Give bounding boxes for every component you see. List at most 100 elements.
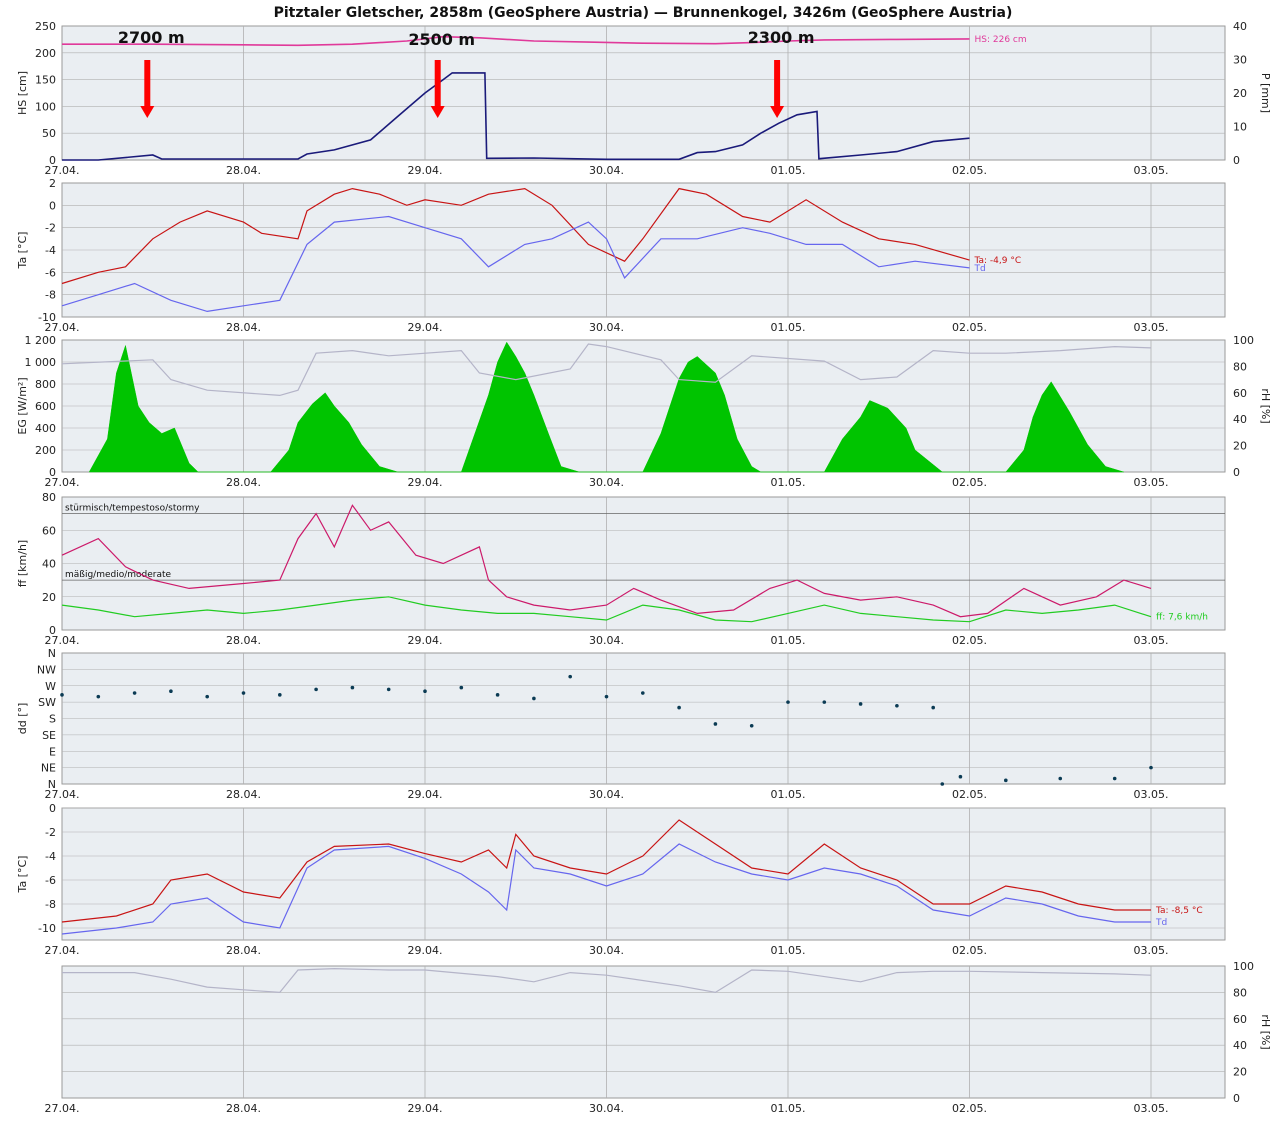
x-tick-label: 29.04. (408, 788, 443, 801)
series-point-dd (895, 703, 899, 708)
y-tick-label: -10 (38, 311, 56, 324)
x-tick-label: 01.05. (771, 164, 806, 177)
arrow-shaft (774, 60, 781, 108)
x-tick-label: 27.04. (45, 164, 80, 177)
series-line-ff (61, 596, 1152, 623)
x-tick-label: 30.04. (589, 321, 624, 334)
series-point-dd (940, 782, 945, 786)
series-point-dd (958, 774, 963, 779)
panel-temp-3426: -10 -8 -6 -4 -2 0 Ta [°C] Ta: -8,5 °C Td 27.04. 28… (16, 802, 1226, 957)
series-point-dd (278, 693, 282, 697)
series-point-dd (423, 689, 427, 694)
series-current-label: ff: 7,6 km/h (1156, 613, 1208, 623)
series-current-label: Td (974, 264, 986, 274)
y-tick-label: -6 (45, 266, 56, 279)
y2-tick-label: 80 (1233, 986, 1247, 999)
x-tick-label: 01.05. (771, 944, 806, 957)
plot-area (61, 25, 1226, 161)
arrow-shaft (144, 60, 151, 108)
series-point-dd (1004, 778, 1008, 783)
x-tick-label: 01.05. (771, 321, 806, 334)
y2-tick-label: 80 (1233, 360, 1247, 373)
x-tick-label: 28.04. (226, 1102, 261, 1115)
x-tick-label: 27.04. (45, 1102, 80, 1115)
panel-radiation-rh: 0 200 400 600 800 1 000 1 200 EG [W/m²] 0 20 40 60 8… (16, 334, 1272, 489)
series-current-label: HS: 226 cm (975, 35, 1027, 45)
series-point-dd (459, 685, 464, 690)
series-point-dd (350, 685, 355, 690)
x-tick-label: 01.05. (771, 788, 806, 801)
x-tick-label: 30.04. (589, 944, 624, 957)
altitude-annotation: 2700 m (118, 28, 185, 118)
y2-tick-label: 100 (1233, 960, 1254, 973)
y-tick-label: 150 (35, 74, 56, 87)
x-tick-label: 30.04. (589, 788, 624, 801)
series-point-dd (931, 705, 935, 710)
y-tick-label: 200 (35, 444, 56, 457)
y-tick-label: 100 (35, 100, 56, 113)
x-tick-label: 02.05. (952, 164, 987, 177)
y-tick-label: 40 (42, 558, 56, 571)
x-tick-label: 30.04. (589, 164, 624, 177)
series-point-dd (241, 691, 246, 695)
zone-label: mäßig/medio/moderate (65, 570, 172, 580)
x-tick-label: 27.04. (45, 788, 80, 801)
x-tick-label: 02.05. (952, 944, 987, 957)
y-tick-label: SW (38, 696, 56, 709)
x-tick-label: 29.04. (408, 1102, 443, 1115)
y-tick-label: 1 200 (25, 334, 57, 347)
series-point-dd (604, 694, 609, 699)
y-tick-label: 400 (35, 422, 56, 435)
y2-tick-label: 100 (1233, 334, 1254, 347)
y-tick-label: 600 (35, 400, 56, 413)
y-axis-label: Ta [°C] (16, 232, 29, 270)
series-point-dd (132, 691, 137, 695)
x-tick-label: 01.05. (771, 1102, 806, 1115)
y2-tick-label: 30 (1233, 54, 1247, 67)
series-point-dd (532, 696, 536, 701)
zone-label: stürmisch/tempestoso/stormy (65, 504, 200, 514)
panel-wind-direction: N NE E SE S SW W NW Ndd [°] 27.04. 28.04. 29.04. 30.… (16, 647, 1226, 801)
y2-tick-label: 40 (1233, 413, 1247, 426)
series-point-dd (641, 691, 645, 695)
y2-axis-label: P [mm] (1259, 73, 1272, 113)
y2-tick-label: 20 (1233, 440, 1247, 453)
y-tick-label: W (45, 680, 56, 693)
y2-axis-label: rH [%] (1259, 1014, 1272, 1049)
x-tick-label: 03.05. (1134, 164, 1169, 177)
series-current-label: Td (1155, 918, 1167, 928)
y-tick-label: -10 (38, 922, 56, 935)
series-point-dd (749, 723, 754, 728)
x-tick-label: 02.05. (952, 1102, 987, 1115)
y-tick-label: 0 (49, 466, 56, 479)
series-line-HS (62, 35, 970, 47)
series-line-Td (61, 843, 1151, 935)
x-tick-label: 03.05. (1134, 634, 1169, 647)
series-line-P (62, 72, 970, 161)
x-tick-label: 29.04. (408, 164, 443, 177)
series-point-dd (822, 700, 827, 704)
series-point-dd (386, 687, 391, 692)
x-tick-label: 28.04. (226, 476, 261, 489)
y-tick-label: 1 000 (25, 356, 57, 369)
x-tick-label: 02.05. (952, 788, 987, 801)
arrow-head (770, 106, 785, 118)
y-tick-label: -4 (45, 244, 56, 257)
y-axis-label: dd [°] (16, 703, 29, 735)
y-tick-label: 0 (49, 154, 56, 167)
y2-tick-label: 0 (1233, 466, 1240, 479)
x-tick-label: 02.05. (952, 634, 987, 647)
x-tick-label: 28.04. (226, 944, 261, 957)
series-line-rH (62, 967, 1152, 994)
y-tick-label: SE (42, 729, 56, 742)
x-tick-label: 28.04. (226, 164, 261, 177)
y-tick-label: 50 (42, 127, 56, 140)
x-tick-label: 27.04. (45, 634, 80, 647)
panel-rh-3426: 0 20 40 60 80 100 rH [%] 27.04. 28.04. 29.04. 30.0… (45, 960, 1273, 1115)
y-tick-label: 60 (42, 524, 56, 537)
y-tick-label: 0 (49, 802, 56, 815)
series-line-Ta (61, 187, 970, 285)
x-tick-label: 27.04. (45, 944, 80, 957)
y-tick-label: -8 (45, 898, 56, 911)
